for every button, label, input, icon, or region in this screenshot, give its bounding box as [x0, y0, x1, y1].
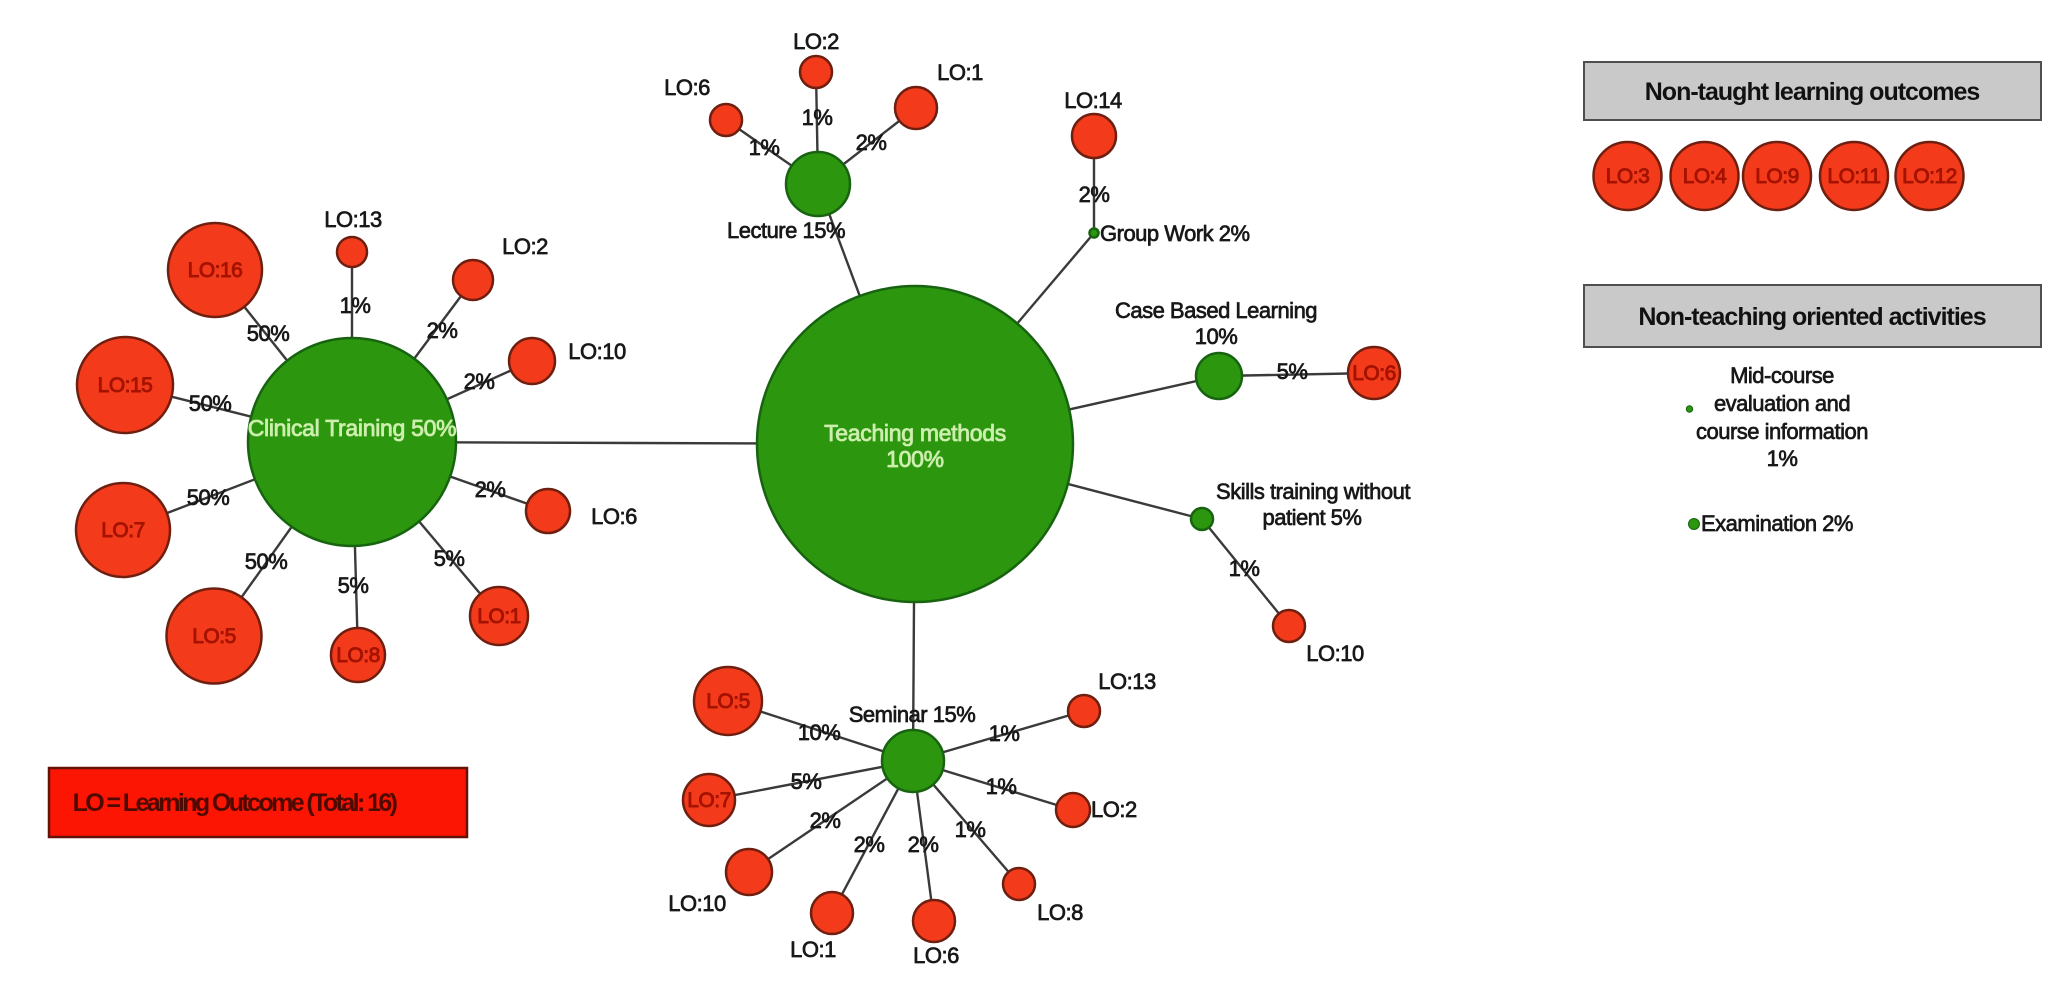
svg-text:LO:2: LO:2 [1091, 797, 1137, 822]
svg-text:LO:14: LO:14 [1064, 88, 1122, 113]
svg-text:1%: 1% [955, 817, 986, 842]
svg-text:LO:1: LO:1 [477, 605, 521, 628]
svg-text:1%: 1% [749, 135, 780, 160]
svg-text:1%: 1% [1767, 446, 1798, 471]
svg-text:LO:1: LO:1 [790, 937, 836, 962]
svg-text:LO:5: LO:5 [706, 690, 750, 713]
svg-text:Clinical Training 50%: Clinical Training 50% [248, 415, 456, 441]
svg-text:100%: 100% [886, 446, 944, 472]
svg-text:Examination 2%: Examination 2% [1701, 511, 1853, 536]
svg-text:LO = Learning Outcome (Total:: LO = Learning Outcome (Total: 16) [73, 789, 398, 817]
svg-text:Mid-course: Mid-course [1730, 363, 1834, 388]
svg-text:Skills training without: Skills training without [1216, 479, 1410, 504]
svg-text:2%: 2% [427, 318, 458, 343]
svg-text:50%: 50% [247, 321, 290, 346]
svg-text:LO:7: LO:7 [687, 789, 731, 812]
svg-text:5%: 5% [791, 769, 822, 794]
svg-text:LO:4: LO:4 [1683, 165, 1727, 188]
svg-text:2%: 2% [810, 808, 841, 833]
svg-text:LO:6: LO:6 [913, 943, 959, 968]
svg-text:Lecture 15%: Lecture 15% [727, 218, 845, 243]
svg-text:Non-taught learning outcomes: Non-taught learning outcomes [1645, 78, 1980, 106]
svg-text:2%: 2% [1079, 182, 1110, 207]
svg-text:LO:5: LO:5 [192, 625, 236, 648]
svg-text:1%: 1% [802, 105, 833, 130]
svg-text:2%: 2% [464, 369, 495, 394]
svg-text:LO:1: LO:1 [937, 60, 983, 85]
svg-text:LO:8: LO:8 [336, 644, 380, 667]
svg-text:LO:16: LO:16 [188, 259, 243, 282]
svg-text:LO:2: LO:2 [502, 234, 548, 259]
svg-text:LO:6: LO:6 [1352, 362, 1396, 385]
svg-text:patient 5%: patient 5% [1263, 505, 1362, 530]
svg-text:LO:2: LO:2 [793, 29, 839, 54]
svg-text:1%: 1% [986, 774, 1017, 799]
svg-text:1%: 1% [1229, 556, 1260, 581]
svg-text:evaluation and: evaluation and [1714, 391, 1850, 416]
svg-text:1%: 1% [340, 293, 371, 318]
svg-text:LO:6: LO:6 [591, 504, 637, 529]
svg-text:10%: 10% [798, 720, 841, 745]
svg-text:LO:11: LO:11 [1827, 165, 1880, 188]
svg-text:LO:12: LO:12 [1902, 165, 1957, 188]
svg-text:Non-teaching oriented activiti: Non-teaching oriented activities [1638, 303, 1985, 331]
svg-text:10%: 10% [1195, 324, 1238, 349]
svg-text:Seminar 15%: Seminar 15% [849, 702, 976, 727]
svg-text:LO:3: LO:3 [1606, 165, 1650, 188]
svg-text:50%: 50% [189, 391, 232, 416]
svg-text:1%: 1% [989, 721, 1020, 746]
svg-text:LO:9: LO:9 [1755, 165, 1799, 188]
svg-text:50%: 50% [187, 485, 230, 510]
svg-text:LO:7: LO:7 [101, 519, 145, 542]
svg-text:50%: 50% [245, 549, 288, 574]
svg-text:LO:15: LO:15 [98, 374, 153, 397]
svg-text:Group Work 2%: Group Work 2% [1100, 221, 1250, 246]
svg-text:LO:8: LO:8 [1037, 900, 1083, 925]
svg-text:LO:6: LO:6 [664, 75, 710, 100]
svg-text:course information: course information [1696, 419, 1868, 444]
svg-text:2%: 2% [854, 832, 885, 857]
svg-text:LO:13: LO:13 [324, 207, 382, 232]
svg-text:5%: 5% [434, 546, 465, 571]
svg-text:Teaching methods: Teaching methods [824, 420, 1006, 446]
svg-text:2%: 2% [856, 130, 887, 155]
svg-text:Case Based Learning: Case Based Learning [1115, 298, 1317, 323]
svg-text:LO:10: LO:10 [668, 891, 726, 916]
svg-text:LO:10: LO:10 [1306, 641, 1364, 666]
svg-text:LO:10: LO:10 [568, 339, 626, 364]
svg-text:2%: 2% [475, 477, 506, 502]
svg-text:5%: 5% [1277, 359, 1308, 384]
svg-text:2%: 2% [908, 832, 939, 857]
svg-text:5%: 5% [338, 573, 369, 598]
svg-text:LO:13: LO:13 [1098, 669, 1156, 694]
